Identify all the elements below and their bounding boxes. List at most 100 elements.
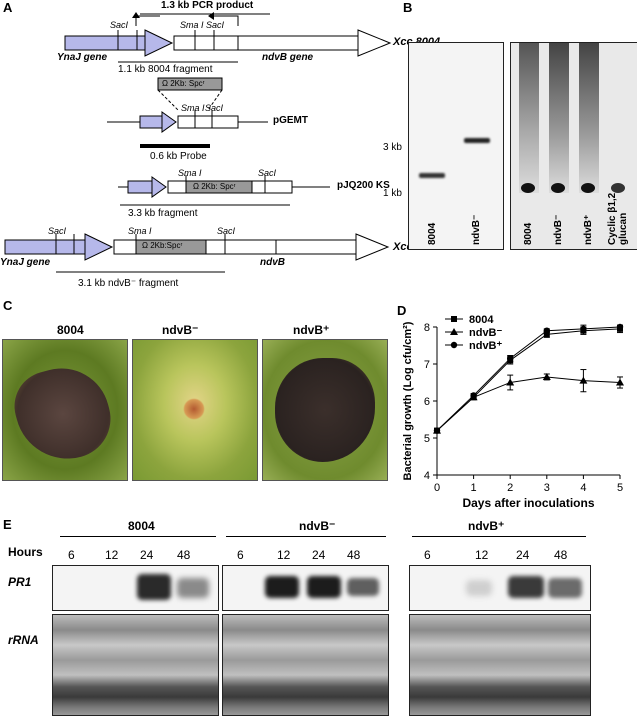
panel-label-e: E (3, 517, 12, 532)
y-tick-label: 4 (424, 470, 430, 482)
lesion-ndvb-plus (275, 358, 375, 462)
marker-1kb: 1 kb (383, 188, 402, 199)
saci-site-label-2: SacI (206, 20, 225, 30)
bacterial-growth-chart: 4 5 6 7 8 0 1 2 3 4 5 Days after inoculations Bacter… (402, 314, 624, 510)
probe-label: 0.6 kb Probe (150, 151, 207, 162)
legend-marker (450, 341, 458, 349)
x-tick-label: 1 (471, 482, 477, 494)
lane-label-8004-r: 8004 (523, 222, 534, 245)
y-tick-label: 5 (424, 433, 430, 445)
legend-marker (451, 316, 457, 322)
ynaj-gene-label-2: YnaJ gene (0, 257, 51, 268)
southern-blot-right: 8004 ndvB⁻ ndvB⁺ Cyclic β1,2 glucan (510, 42, 637, 250)
smai-site-label: Sma I (180, 20, 204, 30)
hour-label: 24 (140, 548, 154, 562)
lane-label-cyclic-glucan: Cyclic β1,2 glucan (607, 192, 629, 245)
smai-site-label-2: Sma I (181, 103, 205, 113)
hour-label: 6 (68, 548, 75, 562)
data-point (616, 378, 624, 386)
x-tick-label: 0 (434, 482, 440, 494)
pr1-band (466, 580, 492, 596)
y-tick-label: 7 (424, 359, 430, 371)
data-point (543, 327, 550, 334)
northern-rrna-ndvb-plus (409, 614, 591, 716)
northern-rrna-8004 (52, 614, 219, 716)
band-glucan-standard (611, 183, 625, 193)
row-label-rrna: rRNA (8, 633, 39, 647)
hour-label: 24 (516, 548, 530, 562)
hour-label: 12 (277, 548, 291, 562)
data-point (579, 376, 588, 384)
marker-3kb: 3 kb (383, 142, 402, 153)
lesion-8004 (6, 357, 120, 471)
legend-label: ndvB⁻ (469, 327, 503, 339)
fragment-33-label: 3.3 kb fragment (128, 208, 198, 219)
group-rule-ndvb-plus (412, 536, 586, 537)
hours-label: Hours (8, 545, 43, 559)
data-point (542, 372, 551, 380)
pjq200-label: pJQ200 KS (337, 180, 390, 191)
fragment-31-label: 3.1 kb ndvB⁻ fragment (78, 278, 179, 289)
pcr-product-label: 1.3 kb PCR product (161, 0, 254, 11)
lane-label-ndvb-minus-r: ndvB⁻ (553, 214, 564, 245)
lesion-ndvb-minus (183, 398, 205, 420)
group-label-ndvb-minus: ndvB⁻ (299, 519, 336, 533)
omega-cassette-label-2: Ω 2Kb: Spcʳ (193, 182, 236, 191)
group-label-ndvb-plus: ndvB⁺ (468, 519, 505, 533)
smai-site-label-3: Sma I (178, 168, 202, 178)
group-rule-ndvb-minus (226, 536, 386, 537)
northern-pr1-8004 (52, 565, 219, 611)
y-tick-label: 8 (424, 322, 430, 334)
saci-site-label: SacI (110, 20, 129, 30)
hour-label: 6 (237, 548, 244, 562)
pr1-band (137, 574, 171, 600)
x-tick-label: 3 (544, 482, 550, 494)
lane-smear-ndvb-plus (579, 43, 599, 193)
group-label-8004: 8004 (128, 519, 155, 533)
omega-cassette-label-3: Ω 2Kb:Spcʳ (142, 241, 183, 250)
saci-site-label-5: SacI (48, 226, 67, 236)
pr1-band (177, 578, 209, 598)
hour-label: 48 (347, 548, 361, 562)
x-tick-label: 2 (507, 482, 513, 494)
data-point (433, 427, 441, 434)
x-tick-label: 4 (580, 482, 586, 494)
legend-label: ndvB⁺ (469, 340, 503, 352)
band-glucan-ndvb-minus (551, 183, 565, 193)
leaf-label-ndvb-plus: ndvB⁺ (293, 323, 330, 337)
ndvb-gene-label: ndvB gene (262, 52, 314, 63)
lane-smear-ndvb-minus (549, 43, 569, 193)
lane-label-ndvb-minus: ndvB⁻ (471, 214, 482, 245)
leaf-image-ndvb-plus (262, 339, 388, 481)
band-8004 (419, 173, 445, 178)
hour-label: 24 (312, 548, 326, 562)
panel-label-d: D (397, 303, 407, 318)
northern-rrna-ndvb-minus (222, 614, 389, 716)
hour-label: 12 (105, 548, 119, 562)
pr1-band (307, 576, 341, 598)
hour-label: 48 (177, 548, 191, 562)
leaf-label-8004: 8004 (57, 323, 84, 337)
northern-pr1-ndvb-minus (222, 565, 389, 611)
pr1-band (347, 578, 379, 596)
omega-cassette-label: Ω 2Kb: Spcʳ (162, 79, 205, 88)
legend-label: 8004 (469, 314, 494, 326)
leaf-image-8004 (2, 339, 128, 481)
data-point (580, 325, 587, 333)
fragment-8004-label: 1.1 kb 8004 fragment (118, 64, 213, 75)
ndvb-label: ndvB (260, 257, 285, 268)
series-line (436, 326, 621, 431)
lane-smear-8004 (519, 43, 539, 193)
ynaj-gene-label: YnaJ gene (57, 52, 108, 63)
row-label-pr1: PR1 (8, 575, 32, 589)
group-rule-8004 (60, 536, 216, 537)
lane-label-8004: 8004 (427, 222, 438, 245)
leaf-image-ndvb-minus (132, 339, 258, 481)
northern-pr1-ndvb-plus (409, 565, 591, 611)
panel-label-c: C (3, 298, 13, 313)
data-point (470, 392, 477, 399)
series-line (436, 376, 621, 431)
panel-label-a: A (3, 0, 13, 15)
panel-label-b: B (403, 0, 413, 15)
band-ndvb (464, 138, 490, 143)
